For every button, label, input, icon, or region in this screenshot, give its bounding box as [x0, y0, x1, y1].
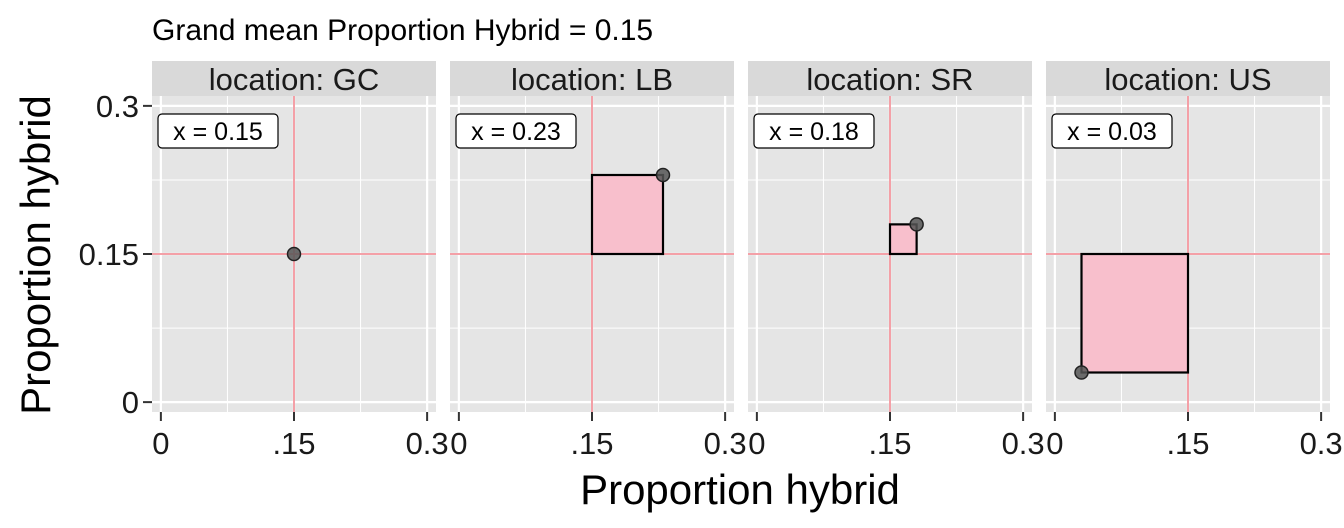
- facet-panel: location: SR x = 0.18: [748, 61, 1032, 412]
- x-tick-label: 0: [1046, 426, 1063, 461]
- x-tick-label: 0: [450, 426, 467, 461]
- data-point: [286, 246, 302, 262]
- chart-title: Grand mean Proportion Hybrid = 0.15: [152, 14, 653, 47]
- facet-strip: [152, 61, 436, 96]
- deviation-square: [888, 223, 918, 256]
- facet-panel: location: US x = 0.03: [1046, 61, 1330, 412]
- y-tick-label: 0.3: [96, 89, 139, 124]
- y-axis: 0 0.15 0.3: [79, 89, 152, 420]
- x-axis: 0.15 0.3 0.15 0.3 0.15 0.3 0.15 0.3: [152, 412, 1343, 461]
- x-tick-label: .15: [1166, 426, 1209, 461]
- deviation-square: [590, 173, 665, 256]
- value-label-box: [753, 113, 875, 149]
- value-label: x = 0.18: [769, 118, 859, 146]
- facet-strip-label: location: GC: [209, 62, 380, 97]
- deviation-square: [1080, 252, 1190, 374]
- facet-strip-label: location: SR: [806, 62, 973, 97]
- x-tick-label: .15: [570, 426, 613, 461]
- value-label-box: [455, 113, 577, 149]
- x-tick-label: .15: [868, 426, 911, 461]
- value-label: x = 0.03: [1067, 118, 1157, 146]
- value-label: x = 0.15: [173, 118, 263, 146]
- x-tick-label: .15: [272, 426, 315, 461]
- facet-panel: location: GC x = 0.15: [152, 61, 436, 412]
- y-axis-title: Proportion hybrid: [12, 95, 59, 415]
- x-tick-label: 0.3: [704, 426, 747, 461]
- facet-strip: [1046, 61, 1330, 96]
- value-label: x = 0.23: [471, 118, 561, 146]
- facet-strip-label: location: LB: [511, 62, 673, 97]
- x-tick-label: 0.3: [1002, 426, 1045, 461]
- x-axis-title: Proportion hybrid: [580, 466, 900, 513]
- facet-panels: location: GC x = 0.15 location: LB x = 0.23…: [152, 61, 1330, 412]
- facet-strip: [748, 61, 1032, 96]
- value-label-box: [157, 113, 279, 149]
- x-tick-label: 0: [748, 426, 765, 461]
- x-tick-label: 0.3: [1300, 426, 1343, 461]
- data-point: [909, 217, 924, 232]
- x-tick-label: 0.3: [406, 426, 449, 461]
- value-label-box: [1051, 113, 1173, 149]
- data-point: [655, 167, 671, 183]
- facet-strip: [450, 61, 734, 96]
- y-tick-label: 0.15: [79, 237, 139, 272]
- y-tick-label: 0: [122, 385, 139, 420]
- data-point: [1074, 365, 1089, 380]
- facet-panel: location: LB x = 0.23: [450, 61, 734, 412]
- facet-strip-label: location: US: [1104, 62, 1271, 97]
- x-tick-label: 0: [152, 426, 169, 461]
